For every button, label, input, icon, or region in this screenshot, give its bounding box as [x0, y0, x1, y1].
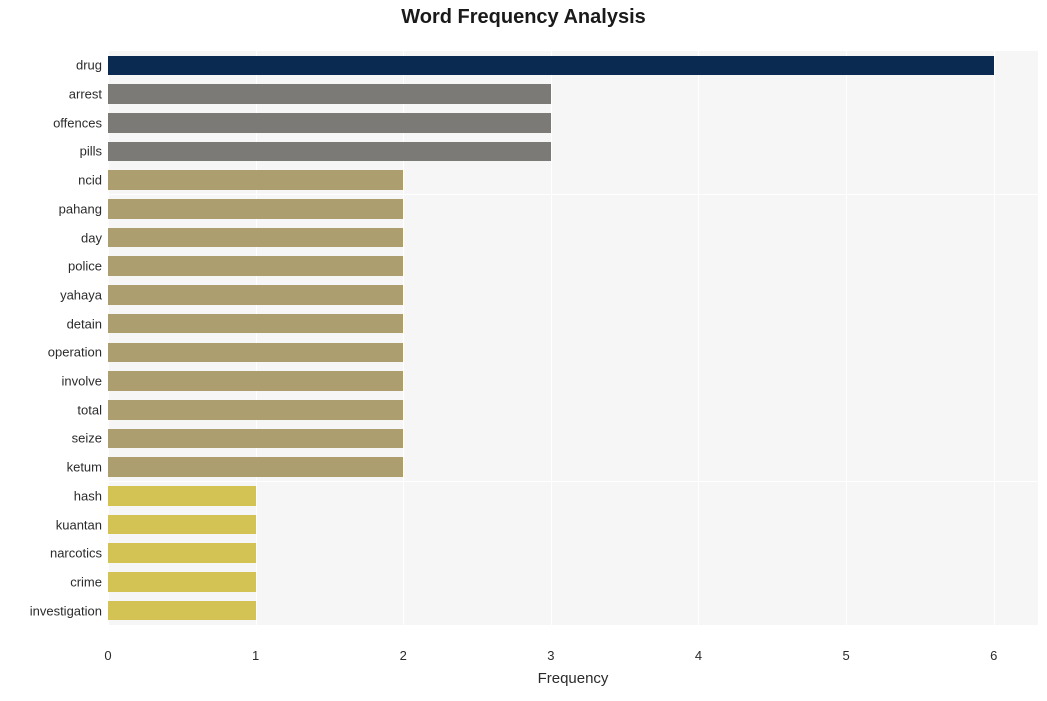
y-tick-label: day	[81, 230, 108, 245]
x-tick-label: 2	[400, 640, 407, 663]
bar	[108, 457, 403, 477]
bar	[108, 170, 403, 190]
y-tick-label: pahang	[59, 201, 108, 216]
gridline	[698, 37, 699, 640]
y-tick-label: total	[77, 402, 108, 417]
bar	[108, 285, 403, 305]
plot-area: Frequency drugarrestoffencespillsncidpah…	[108, 37, 1038, 640]
chart-title: Word Frequency Analysis	[0, 6, 1047, 29]
bar	[108, 343, 403, 363]
y-tick-label: yahaya	[60, 287, 108, 302]
x-tick-label: 0	[104, 640, 111, 663]
bar	[108, 142, 551, 162]
gridline	[846, 37, 847, 640]
x-tick-label: 5	[842, 640, 849, 663]
x-tick-label: 6	[990, 640, 997, 663]
word-frequency-chart: Word Frequency Analysis Frequency drugar…	[0, 0, 1047, 701]
bar	[108, 56, 994, 76]
y-tick-label: involve	[62, 374, 108, 389]
y-tick-label: arrest	[69, 87, 108, 102]
bar	[108, 543, 256, 563]
bar	[108, 199, 403, 219]
y-tick-label: kuantan	[56, 517, 108, 532]
bar	[108, 84, 551, 104]
y-tick-label: police	[68, 259, 108, 274]
x-tick-label: 4	[695, 640, 702, 663]
bar	[108, 400, 403, 420]
y-tick-label: operation	[48, 345, 108, 360]
bar	[108, 371, 403, 391]
y-tick-label: crime	[70, 574, 108, 589]
gridline	[551, 37, 552, 640]
bar	[108, 314, 403, 334]
bar	[108, 486, 256, 506]
bar	[108, 572, 256, 592]
y-tick-label: pills	[80, 144, 108, 159]
bar	[108, 228, 403, 248]
y-tick-label: drug	[76, 58, 108, 73]
y-tick-label: offences	[53, 115, 108, 130]
y-tick-label: ketum	[67, 460, 108, 475]
y-tick-label: detain	[67, 316, 108, 331]
bar	[108, 429, 403, 449]
y-tick-label: investigation	[30, 603, 108, 618]
gridline	[994, 37, 995, 640]
bar	[108, 601, 256, 621]
y-tick-label: ncid	[78, 173, 108, 188]
y-tick-label: hash	[74, 488, 108, 503]
bar	[108, 256, 403, 276]
y-tick-label: narcotics	[50, 546, 108, 561]
x-tick-label: 1	[252, 640, 259, 663]
y-tick-label: seize	[72, 431, 108, 446]
x-tick-label: 3	[547, 640, 554, 663]
bar	[108, 113, 551, 133]
bar	[108, 515, 256, 535]
